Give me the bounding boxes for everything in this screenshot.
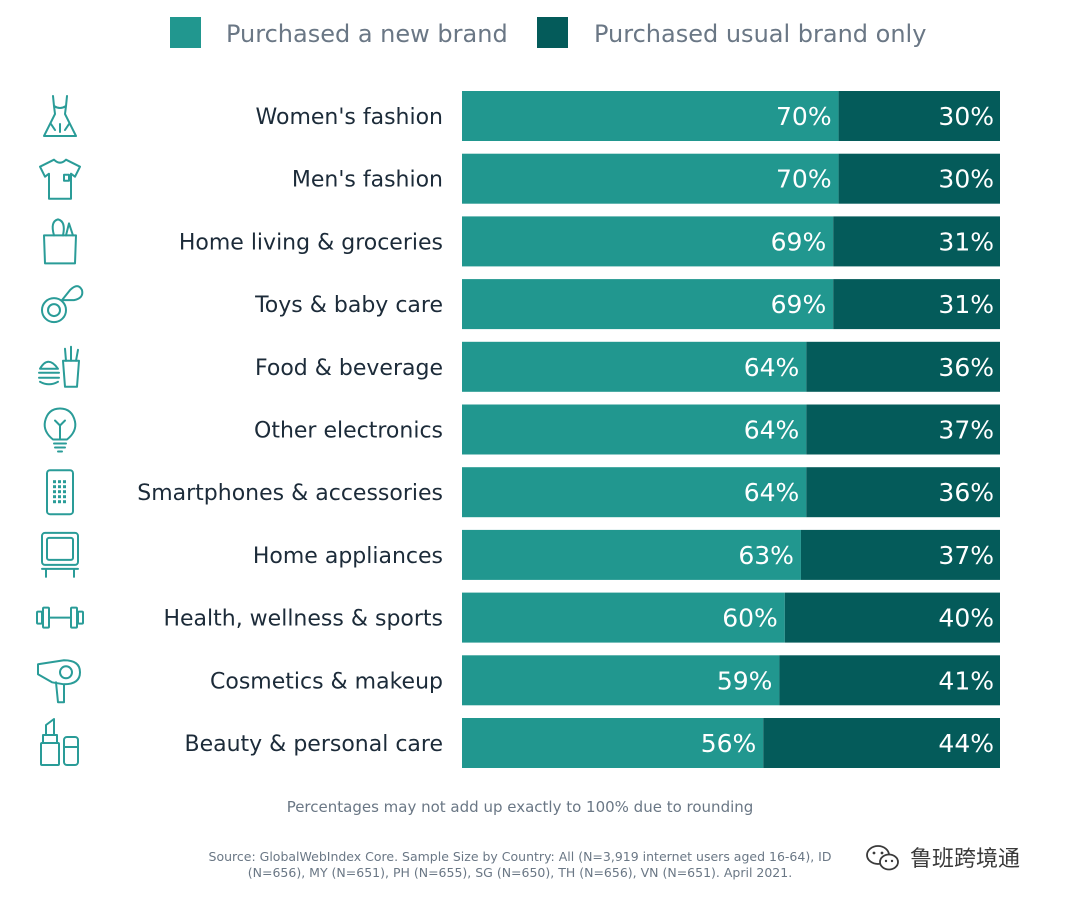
bar-new-brand [462, 467, 807, 518]
category-label: Health, wellness & sports [163, 607, 443, 632]
bars: 70% 30% 70% 30% 69% 31% 69% 31% 64% 36% 64% 37% 64% 3… [462, 91, 1000, 768]
bar-usual-brand [838, 153, 1000, 204]
bar-usual-brand [779, 655, 1000, 706]
dumbbell-icon [36, 606, 84, 629]
value-label-usual-brand: 31% [938, 290, 994, 319]
bar-usual-brand [806, 341, 1000, 392]
hairdryer-icon [37, 659, 81, 704]
legend-label-new-brand: Purchased a new brand [226, 20, 508, 48]
category-label: Toys & baby care [254, 293, 443, 318]
source-line-2: (N=656), MY (N=651), PH (N=655), SG (N=6… [248, 865, 792, 880]
legend-swatch-new-brand [170, 17, 201, 48]
value-label-new-brand: 69% [771, 290, 827, 319]
smartphone-icon [46, 469, 74, 516]
value-label-usual-brand: 44% [938, 729, 994, 758]
value-label-new-brand: 64% [744, 353, 800, 382]
bar-usual-brand [833, 279, 1000, 330]
category-label: Other electronics [254, 419, 443, 444]
rounding-note: Percentages may not add up exactly to 10… [287, 798, 754, 816]
value-label-new-brand: 64% [744, 416, 800, 445]
value-label-new-brand: 59% [717, 666, 773, 695]
value-label-new-brand: 60% [722, 604, 778, 633]
value-label-usual-brand: 31% [938, 227, 994, 256]
pacifier-icon [41, 285, 84, 324]
lightbulb-icon [43, 407, 77, 453]
tshirt-icon [39, 158, 81, 200]
bar-new-brand [462, 341, 807, 392]
bar-usual-brand [838, 91, 1000, 141]
bar-new-brand [462, 279, 834, 330]
bar-usual-brand [806, 404, 1000, 455]
category-label: Men's fashion [292, 168, 443, 193]
legend: Purchased a new brand Purchased usual bra… [170, 17, 926, 48]
value-label-usual-brand: 37% [938, 416, 994, 445]
bar-usual-brand [833, 216, 1000, 267]
category-icons [36, 95, 84, 766]
source-line-1: Source: GlobalWebIndex Core. Sample Size… [209, 849, 832, 864]
value-label-new-brand: 63% [738, 541, 794, 570]
value-label-new-brand: 70% [776, 102, 832, 131]
category-label: Women's fashion [256, 105, 443, 130]
category-labels: Women's fashion Men's fashion Home living … [137, 105, 443, 757]
bar-new-brand [462, 655, 780, 706]
bar-new-brand [462, 718, 764, 768]
value-label-new-brand: 70% [776, 165, 832, 194]
bar-new-brand [462, 216, 834, 267]
value-label-usual-brand: 30% [938, 165, 994, 194]
tv-icon [41, 531, 79, 578]
legend-label-usual-brand: Purchased usual brand only [594, 20, 926, 48]
bar-usual-brand [763, 718, 1000, 768]
value-label-usual-brand: 37% [938, 541, 994, 570]
bar-new-brand [462, 529, 801, 580]
bar-usual-brand [806, 467, 1000, 518]
bar-new-brand [462, 153, 839, 204]
category-label: Food & beverage [255, 356, 443, 381]
watermark: 鲁班跨境通 [866, 845, 1020, 872]
bar-usual-brand [800, 529, 1000, 580]
legend-swatch-usual-brand [537, 17, 568, 48]
burger-fries-icon [38, 345, 80, 388]
bar-usual-brand [784, 592, 1000, 643]
bar-new-brand [462, 592, 785, 643]
category-label: Home appliances [253, 544, 443, 569]
category-label: Cosmetics & makeup [210, 669, 443, 694]
value-label-new-brand: 56% [701, 729, 757, 758]
value-label-usual-brand: 36% [938, 353, 994, 382]
category-label: Home living & groceries [179, 230, 443, 255]
category-label: Smartphones & accessories [137, 481, 443, 506]
value-label-usual-brand: 36% [938, 478, 994, 507]
wechat-icon [866, 845, 899, 871]
value-label-usual-brand: 41% [938, 666, 994, 695]
bar-new-brand [462, 91, 839, 141]
dress-icon [43, 95, 77, 137]
value-label-usual-brand: 30% [938, 102, 994, 131]
lipstick-icon [40, 718, 79, 766]
grocery-bag-icon [43, 218, 77, 265]
value-label-usual-brand: 40% [938, 604, 994, 633]
value-label-new-brand: 69% [771, 227, 827, 256]
category-label: Beauty & personal care [184, 732, 443, 757]
bar-new-brand [462, 404, 807, 455]
value-label-new-brand: 64% [744, 478, 800, 507]
watermark-text: 鲁班跨境通 [910, 847, 1020, 872]
